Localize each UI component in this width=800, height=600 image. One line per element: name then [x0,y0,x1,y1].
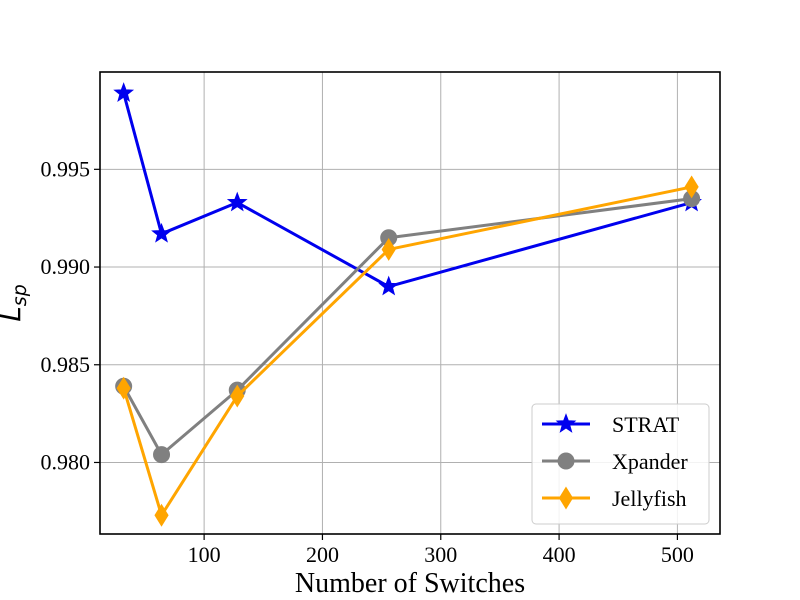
data-point-jellyfish [684,175,699,199]
data-point-xpander [153,446,171,464]
legend-label-strat: STRAT [612,412,680,437]
plot-frame [99,71,721,535]
legend-marker-strat [555,413,577,433]
x-tick-label: 500 [661,542,694,567]
y-tick-label: 0.985 [41,352,91,377]
series-xpander [115,190,701,464]
data-point-jellyfish [381,238,396,261]
data-point-strat [113,82,135,102]
series-strat [113,82,702,296]
legend-item-strat: STRAT [542,412,680,437]
legend-item-xpander: Xpander [542,449,688,474]
data-point-strat [378,275,400,296]
series-jellyfish [116,175,699,527]
x-axis-label: Number of Switches [295,568,525,599]
grid-layer [100,72,720,534]
data-point-strat [151,222,172,243]
legend-marker-xpander [557,452,575,470]
y-tick-label: 0.980 [41,449,91,474]
y-axis-label: Lsp [0,284,31,322]
legend-item-jellyfish: Jellyfish [542,486,687,511]
y-axis-label-subscript: sp [9,284,31,306]
legend-label-jellyfish: Jellyfish [612,486,687,511]
data-point-jellyfish [116,376,131,400]
y-tick-label: 0.995 [41,156,91,181]
x-tick-label: 400 [543,542,576,567]
legend-marker-jellyfish [558,486,574,510]
legend-box [531,403,710,525]
data-point-jellyfish [154,503,169,527]
tick-layer: 100 200 300 400 500 0.980 0.985 0.990 0.995 [41,156,694,567]
series-layer [113,82,702,527]
legend: STRAT Xpander Jellyfish [531,403,710,525]
data-point-strat [226,191,248,212]
x-tick-label: 300 [424,542,457,567]
y-axis-label-base: L [0,306,27,322]
x-tick-label: 200 [306,542,339,567]
data-point-jellyfish [230,384,245,408]
x-tick-label: 100 [188,542,221,567]
legend-label-xpander: Xpander [612,449,688,474]
y-tick-label: 0.990 [41,254,91,279]
series-line-strat [122,92,693,289]
